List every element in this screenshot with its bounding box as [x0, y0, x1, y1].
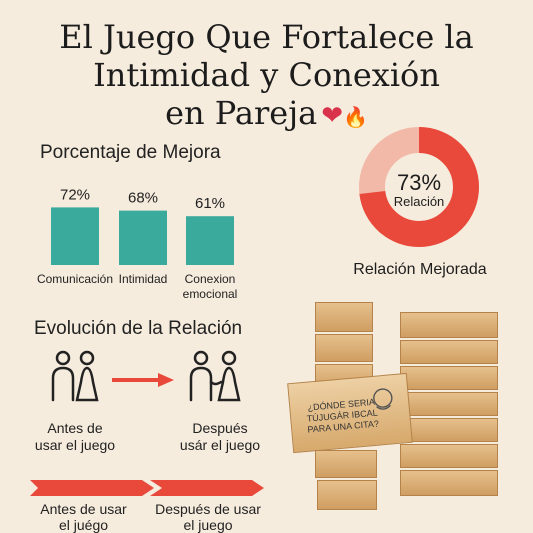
arrow-right-icon — [112, 373, 174, 387]
title-line-3: en Pareja ❤🔥 — [0, 94, 533, 136]
ring-center-label: Relación — [393, 194, 445, 209]
ring-value: 73% — [396, 170, 442, 195]
bar-category-label-0: Comunicación — [37, 272, 113, 286]
timeline-arrow — [30, 480, 264, 496]
question-card-block: ¿DÓNDE SERIA TÚJUGÁR IBCAL PARA UNA CITA… — [287, 372, 413, 454]
block — [317, 480, 377, 510]
block — [315, 302, 373, 332]
title-line-3-text: en Pareja — [165, 94, 318, 132]
block — [400, 418, 498, 442]
bar-category-label-1: Intimidad — [119, 272, 168, 286]
fire-icon: 🔥 — [343, 105, 368, 129]
heart-icon: ❤ — [321, 101, 343, 131]
before-caption-line-1: Antes de — [47, 420, 103, 436]
after-caption-line-2: usár el juego — [179, 437, 261, 453]
timeline-before-line-2: el juégo — [58, 517, 109, 533]
bar-category-label-2: Conexion — [185, 272, 236, 286]
block — [400, 366, 498, 390]
bar-chart: 72% Comunicación 68% Intimidad 61% Conexionem… — [37, 186, 238, 301]
bar-value-label-0: 72% — [60, 186, 90, 203]
block — [400, 470, 498, 496]
timeline-before-line-1: Antes de usar — [40, 501, 127, 517]
bar-value-label-1: 68% — [128, 190, 158, 207]
block — [400, 312, 498, 338]
bar-value-label-2: 61% — [195, 195, 225, 212]
couple-icon — [51, 350, 99, 402]
block — [400, 444, 498, 468]
bar-1 — [119, 210, 167, 265]
timeline-after-line-2: el juego — [183, 517, 233, 533]
bar-chart-title: Porcentaje de Mejora — [40, 142, 221, 163]
jenga-tower-illustration: ¿DÓNDE SERIA TÚJUGÁR IBCAL PARA UNA CITA… — [287, 290, 515, 533]
timeline-after: Después de usar el juego — [148, 501, 268, 533]
bar-0 — [51, 207, 99, 265]
title-line-2: Intimidad y Conexión — [93, 56, 440, 94]
timeline-before: Antes de usar el juégo — [26, 501, 141, 533]
bar-2 — [186, 216, 234, 265]
title-line-1: El Juego Que Fortalece la — [59, 18, 474, 56]
block — [315, 450, 377, 478]
before-caption-line-2: usar el juego — [34, 437, 116, 453]
timeline-after-line-1: Después de usar — [155, 501, 261, 517]
after-caption-line-1: Después — [192, 420, 248, 436]
face-sketch-icon — [373, 388, 393, 410]
block — [400, 392, 498, 416]
evolution-heading: Evolución de la Relación — [34, 318, 243, 339]
ring-chart-title: Relación Mejorada — [353, 261, 487, 278]
block — [315, 334, 373, 362]
block — [400, 340, 498, 364]
bar-category-label-2: emocional — [183, 287, 238, 301]
ring-chart — [359, 127, 479, 247]
ring-arc — [359, 127, 479, 247]
couple-holding-hands-icon — [189, 350, 241, 402]
page-title: El Juego Que Fortalece la Intimidad y Co… — [0, 18, 533, 136]
before-caption: Antes de usar el juego — [20, 420, 130, 454]
after-caption: Después usár el juego — [165, 420, 275, 454]
